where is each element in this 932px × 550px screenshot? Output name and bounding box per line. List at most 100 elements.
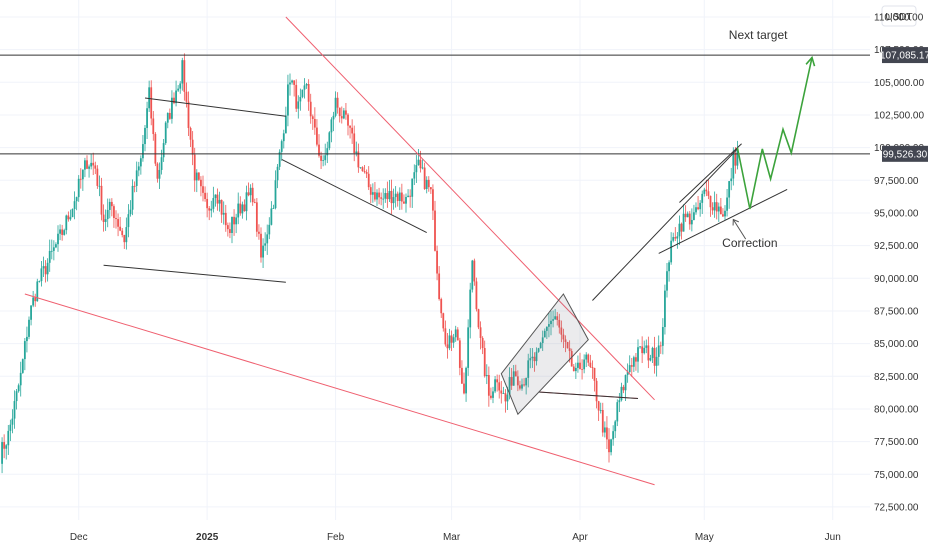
candle-body <box>98 185 101 187</box>
candle-body <box>574 367 577 372</box>
candle-body <box>529 358 532 361</box>
candle-body <box>222 212 225 215</box>
candle-body <box>481 337 484 349</box>
y-tick-label: 82,500.00 <box>874 372 919 383</box>
candle-body <box>324 155 327 161</box>
candle-body <box>119 226 122 231</box>
candle-body <box>479 327 482 338</box>
candle-body <box>92 162 95 166</box>
candle-body <box>146 108 148 128</box>
candle-body <box>249 187 252 196</box>
candle-body <box>272 208 275 209</box>
candle-body <box>599 410 602 411</box>
candle-body <box>295 84 298 109</box>
candle-body <box>409 195 412 197</box>
candle-body <box>21 359 24 373</box>
candle-body <box>193 154 196 181</box>
candle-body <box>144 127 146 145</box>
candle-body <box>545 326 548 331</box>
candle-body <box>568 348 571 352</box>
candle-body <box>463 383 465 394</box>
candle-body <box>707 191 710 196</box>
candle-body <box>299 96 302 102</box>
y-tick-label: 72,500.00 <box>874 502 919 513</box>
candle-body <box>326 148 329 156</box>
candle-body <box>415 165 418 173</box>
candle-body <box>392 197 395 204</box>
candle-body <box>173 97 175 104</box>
candle-body <box>606 427 608 440</box>
candle-body <box>425 179 428 189</box>
candle-body <box>525 377 528 386</box>
candle-body <box>622 386 625 391</box>
candle-body <box>127 214 130 228</box>
candle-body <box>661 327 664 346</box>
trend-line <box>103 264 286 283</box>
price-axis[interactable]: USDT 110,000.00107,500.00105,000.00102,5… <box>870 0 932 520</box>
candle-body <box>274 180 277 209</box>
candle-body <box>541 337 544 344</box>
candle-body <box>75 197 78 202</box>
trend-line <box>285 16 655 401</box>
candle-body <box>475 281 478 310</box>
candle-body <box>291 80 293 83</box>
candle-body <box>40 268 43 282</box>
candle-body <box>212 197 215 209</box>
time-axis[interactable]: Dec 2025 Feb Mar Apr May Jun <box>70 532 841 543</box>
candle-body <box>579 362 581 370</box>
candle-body <box>641 346 644 354</box>
candle-body <box>371 192 374 195</box>
candle-body <box>349 125 351 128</box>
horizontal-levels <box>0 54 882 155</box>
candle-body <box>446 344 449 349</box>
candle-body <box>301 89 304 97</box>
candle-body <box>338 107 341 117</box>
candle-body <box>309 101 312 117</box>
candle-body <box>442 313 445 329</box>
candle-body <box>521 384 523 389</box>
candle-body <box>79 178 82 180</box>
candle-body <box>328 132 331 149</box>
candle-body <box>177 88 180 91</box>
candle-body <box>690 219 693 225</box>
candle-body <box>139 158 142 167</box>
candle-body <box>160 157 163 170</box>
candle-body <box>734 153 737 166</box>
candle-body <box>81 169 84 180</box>
candle-body <box>699 202 702 210</box>
candle-body <box>357 151 360 168</box>
candle-body <box>614 421 617 432</box>
candle-body <box>96 168 99 186</box>
candle-body <box>137 166 140 171</box>
candle-body <box>680 223 683 232</box>
candle-body <box>320 155 322 161</box>
candle-body <box>347 114 349 126</box>
projected-zigzag <box>736 57 813 210</box>
candle-body <box>719 206 722 215</box>
candle-body <box>156 163 159 179</box>
candle-body <box>701 193 704 203</box>
candle-body <box>618 400 621 403</box>
candle-body <box>380 197 383 199</box>
candle-body <box>168 112 171 119</box>
candle-body <box>9 424 12 431</box>
candle-body <box>674 237 677 239</box>
candle-body <box>235 217 238 225</box>
candle-body <box>191 139 194 155</box>
x-tick-label: Dec <box>70 532 88 543</box>
candle-body <box>142 144 144 159</box>
currency-box[interactable] <box>881 5 917 27</box>
candle-body <box>556 316 559 320</box>
candle-body <box>407 195 409 197</box>
candle-body <box>645 345 648 348</box>
candle-body <box>46 262 49 275</box>
candle-body <box>456 329 459 341</box>
candle-body <box>711 207 714 211</box>
candle-body <box>508 377 511 395</box>
candle-body <box>202 186 204 193</box>
level-price-tag <box>882 47 928 64</box>
correction-arrowhead <box>732 218 739 226</box>
trend-line <box>538 391 639 399</box>
trend-line <box>592 148 738 301</box>
